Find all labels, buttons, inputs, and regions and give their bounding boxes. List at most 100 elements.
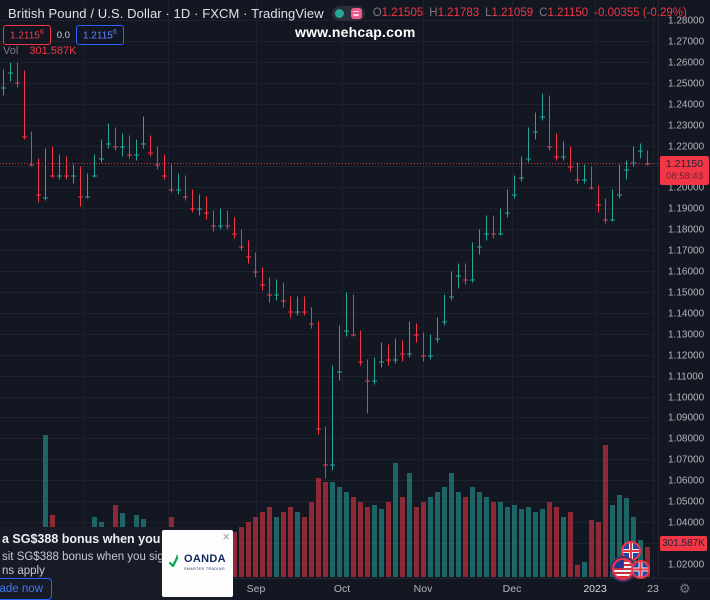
volume-bar	[596, 522, 601, 577]
spread-value: 0.0	[56, 29, 70, 41]
volume-axis-badge: 301.587K	[660, 536, 707, 551]
volume-bar	[477, 492, 482, 577]
sell-price-button[interactable]: 1.21156	[3, 25, 51, 46]
candle-down	[148, 152, 153, 154]
volume-bar	[582, 562, 587, 577]
candle-up	[582, 179, 587, 181]
candle-up	[435, 338, 440, 340]
candle-up	[8, 72, 13, 74]
volume-bar	[428, 497, 433, 577]
volume-indicator-legend: Vol 301.587K	[3, 45, 76, 57]
candle-down	[463, 279, 468, 281]
uk-flag-pair-icon	[631, 560, 650, 579]
candle-up	[1, 87, 6, 89]
volume-bar	[610, 505, 615, 577]
candle-up	[218, 225, 223, 227]
volume-bar	[603, 445, 608, 577]
candle-down	[645, 163, 650, 165]
volume-bar	[400, 497, 405, 577]
candle-down	[169, 189, 174, 191]
candle-down	[239, 246, 244, 248]
volume-bar	[449, 473, 454, 577]
volume-bar	[519, 509, 524, 577]
candle-down	[302, 311, 307, 313]
price-tick-label: 1.07000	[668, 454, 705, 465]
candle-up	[505, 212, 510, 214]
volume-bar	[533, 512, 538, 577]
close-icon[interactable]: ×	[222, 529, 230, 544]
candle-up	[519, 177, 524, 179]
candle-up	[428, 355, 433, 357]
candle-down	[589, 187, 594, 189]
candle-up	[43, 197, 48, 199]
volume-bar	[260, 512, 265, 577]
volume-bar	[498, 502, 503, 577]
price-tick-label: 1.12000	[668, 350, 705, 361]
candle-up	[197, 208, 202, 210]
candle-down	[64, 175, 69, 177]
change-value: -0.00355 (-0.29%)	[594, 7, 687, 19]
buy-price-button[interactable]: 1.21156	[75, 25, 124, 46]
volume-bar	[421, 502, 426, 577]
volume-bar	[295, 512, 300, 577]
volume-bar	[386, 502, 391, 577]
candle-down	[190, 208, 195, 210]
high-value: 1.21783	[437, 7, 480, 19]
price-tick-label: 1.10000	[668, 392, 705, 403]
candle-up	[624, 169, 629, 171]
ad-trade-now-button[interactable]: ade now	[0, 578, 52, 600]
volume-bar	[547, 502, 552, 577]
low-label: L	[485, 7, 492, 19]
ad-body-text: sit SG$388 bonus when you sign up.	[2, 551, 190, 563]
candle-up	[372, 380, 377, 382]
volume-bar	[330, 482, 335, 577]
volume-bar	[267, 507, 272, 577]
volume-bar	[526, 507, 531, 577]
volume-bar	[323, 482, 328, 577]
bar-countdown: 08:58:43	[666, 171, 703, 182]
status-dot-icon	[334, 8, 344, 18]
candle-down	[246, 256, 251, 258]
price-tick-label: 1.28000	[668, 15, 705, 26]
price-tick-label: 1.06000	[668, 475, 705, 486]
candle-up	[561, 156, 566, 158]
time-tick-label: Dec	[502, 583, 522, 595]
candle-up	[379, 361, 384, 363]
ad-banner[interactable]: a SG$388 bonus when you sign up. sit SG$…	[0, 527, 233, 600]
gear-icon[interactable]: ⚙	[679, 581, 691, 596]
candle-down	[351, 334, 356, 336]
candle-down	[211, 225, 216, 227]
volume-bar	[274, 517, 279, 577]
volume-bar	[302, 517, 307, 577]
volume-bar	[624, 498, 629, 577]
volume-bar	[43, 435, 48, 577]
close-value: 1.21150	[547, 7, 589, 19]
candle-down	[232, 233, 237, 235]
candle-down	[15, 82, 20, 84]
candle-up	[638, 150, 643, 152]
candle-up	[274, 294, 279, 296]
price-tick-label: 1.26000	[668, 57, 705, 68]
candle-down	[365, 380, 370, 382]
legend-toggle[interactable]	[331, 5, 365, 21]
volume-bar	[393, 463, 398, 577]
ad-brand-card[interactable]: × OANDA SMARTER TRADING	[162, 530, 233, 597]
candle-up	[617, 194, 622, 196]
volume-bar	[365, 507, 370, 577]
candle-down	[603, 219, 608, 221]
price-axis[interactable]: 1.28000 1.27000 1.26000 1.25000 1.24000 1.230…	[658, 0, 710, 578]
volume-bar	[589, 520, 594, 577]
volume-bar	[358, 502, 363, 577]
volume-bar	[337, 487, 342, 577]
symbol-title[interactable]: British Pound / U.S. Dollar · 1D · FXCM …	[8, 5, 324, 21]
candle-down	[554, 156, 559, 158]
candle-up	[71, 175, 76, 177]
volume-bar	[470, 487, 475, 577]
candle-up	[337, 371, 342, 373]
candle-up	[484, 233, 489, 235]
candle-up	[442, 321, 447, 323]
oanda-candle-icon	[168, 555, 179, 568]
price-tick-label: 1.22000	[668, 141, 705, 152]
volume-label[interactable]: Vol	[3, 45, 19, 57]
